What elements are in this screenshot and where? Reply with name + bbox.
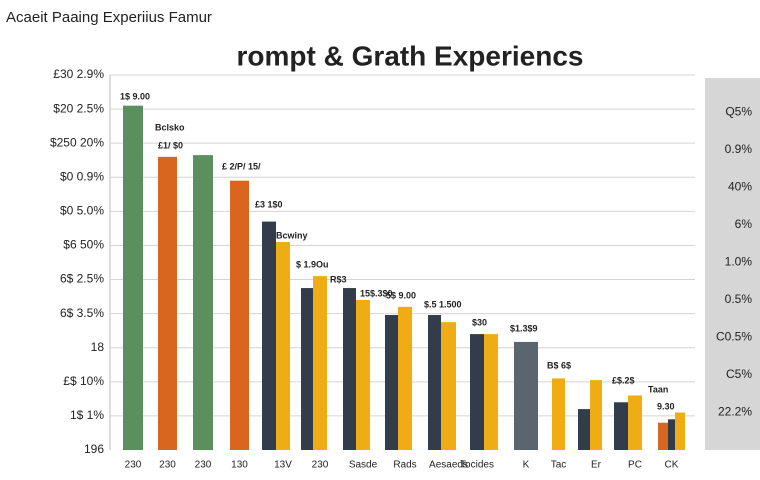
bar: [628, 395, 642, 450]
y2-tick-label: C5%: [726, 367, 752, 381]
bar: [552, 378, 565, 450]
x-tick-label: Aesaeds: [429, 460, 468, 471]
bar: [428, 315, 441, 450]
x-tick-label: CK: [665, 460, 679, 471]
annotation: $.5 1.500: [424, 299, 462, 309]
annotation: £3 1$0: [255, 199, 283, 209]
bar: [614, 402, 628, 450]
annotation: Bclsko: [155, 122, 185, 132]
bar: [276, 242, 290, 450]
y2-tick-label: 1.0%: [725, 255, 753, 269]
y2-tick-label: 0.5%: [725, 292, 753, 306]
bar: [158, 156, 177, 450]
x-tick-label: 230: [125, 460, 142, 471]
x-tick-label: 230: [312, 460, 329, 471]
chart-title: rompt & Grath Experiencs: [237, 40, 584, 71]
bar: [343, 288, 356, 450]
bar: [356, 300, 370, 450]
subtitle: Acaeit Paaing Experiius Famur: [6, 9, 212, 26]
bar: [514, 341, 538, 450]
y-tick-label: $6 50%: [63, 238, 104, 252]
annotation: R$3: [330, 274, 347, 284]
bar: [123, 105, 143, 450]
y-tick-label: £$ 10%: [63, 374, 104, 388]
bar: [658, 422, 668, 450]
x-tick-label: 130: [231, 460, 248, 471]
annotation: $30: [472, 317, 487, 327]
annotation: 9.30: [657, 401, 675, 411]
bar: [301, 288, 313, 450]
y2-tick-label: Q5%: [725, 105, 752, 119]
y-tick-label: 6$ 2.5%: [60, 272, 104, 286]
y-tick-label: $0 5.0%: [60, 204, 104, 218]
bar: [193, 155, 213, 450]
y2-tick-label: 6%: [735, 217, 753, 231]
x-tick-label: 230: [159, 460, 176, 471]
y-tick-label: 196: [84, 442, 104, 456]
annotation: 1$ 9.00: [120, 91, 150, 101]
annotation: 15$.3$0: [360, 288, 393, 298]
y2-tick-label: 40%: [728, 180, 752, 194]
x-tick-label: Tac: [551, 460, 567, 471]
annotation: $1.3$9: [510, 323, 538, 333]
bar: [262, 221, 276, 450]
y-tick-label: $0 0.9%: [60, 169, 104, 183]
y2-tick-label: C0.5%: [716, 330, 752, 344]
y-tick-label: 1$ 1%: [70, 408, 104, 422]
x-tick-label: Sasde: [349, 460, 378, 471]
y-tick-label: 18: [91, 340, 105, 354]
y2-tick-label: 0.9%: [725, 142, 753, 156]
y-tick-label: 6$ 3.5%: [60, 306, 104, 320]
bar: [385, 315, 398, 450]
bar: [398, 306, 412, 450]
annotation: Bcwiny: [276, 230, 308, 240]
annotation: Taan: [648, 384, 668, 394]
x-tick-label: 230: [195, 460, 212, 471]
annotation: B$ 6$: [547, 360, 571, 370]
bar: [230, 180, 249, 450]
annotation: £ 2/P/ 15/: [222, 161, 261, 171]
right-axis-panel: [705, 78, 760, 450]
y-tick-label: $20 2.5%: [53, 101, 104, 115]
bar: [313, 276, 327, 450]
bar: [590, 380, 602, 450]
annotation: £$.2$: [612, 375, 635, 385]
x-tick-label: Er: [591, 460, 602, 471]
annotation: $ 1.9Ou: [296, 259, 329, 269]
x-tick-label: K: [523, 460, 530, 471]
y-tick-label: $250 20%: [50, 135, 104, 149]
x-tick-label: 13V: [274, 460, 292, 471]
annotation: 5$ 9.00: [386, 290, 416, 300]
bar: [441, 322, 456, 450]
bar: [675, 412, 685, 450]
x-tick-label: Tocides: [460, 460, 494, 471]
annotation: £1/ $0: [158, 140, 183, 150]
y2-tick-label: 22.2%: [718, 405, 752, 419]
bar: [578, 409, 590, 450]
y-tick-label: £30 2.9%: [53, 67, 104, 81]
bar: [470, 334, 484, 450]
bar: [484, 334, 498, 450]
x-tick-label: PC: [628, 460, 642, 471]
bar: [668, 419, 675, 450]
x-tick-label: Rads: [393, 460, 416, 471]
